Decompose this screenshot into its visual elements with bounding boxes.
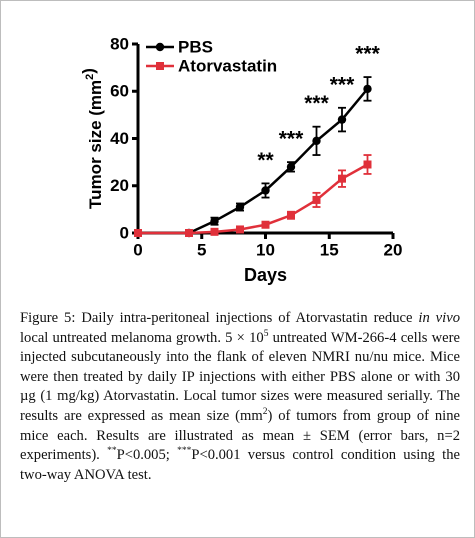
x-tick-label: 20 xyxy=(384,240,403,259)
significance-annotation: *** xyxy=(330,73,355,96)
x-tick-label: 10 xyxy=(256,240,275,259)
caption-superscript: 2 xyxy=(262,407,268,418)
caption-superscript: 5 xyxy=(263,328,269,339)
data-point xyxy=(134,229,142,237)
y-tick-label: 60 xyxy=(110,82,129,101)
caption-text: Daily intra-peritoneal injections of Ato… xyxy=(75,310,419,326)
data-point xyxy=(312,136,321,146)
legend-marker xyxy=(155,42,165,52)
data-point xyxy=(337,115,347,124)
data-point xyxy=(363,84,372,94)
data-point xyxy=(185,229,193,237)
significance-annotation: ** xyxy=(257,149,274,172)
caption-italic: in vivo xyxy=(418,310,460,326)
caption-text: P<0.005; xyxy=(116,447,178,464)
caption-superscript: *** xyxy=(177,446,192,457)
significance-annotation: *** xyxy=(304,92,329,115)
legend-label: PBS xyxy=(178,37,213,56)
significance-annotation: *** xyxy=(279,128,304,151)
data-point xyxy=(363,160,372,169)
x-tick-label: 5 xyxy=(197,240,206,259)
y-axis-label-text: ) xyxy=(79,68,98,74)
legend-marker xyxy=(156,62,164,70)
significance-annotation: *** xyxy=(355,43,380,66)
caption-superscript: ** xyxy=(107,446,117,457)
data-point xyxy=(235,202,245,212)
data-point xyxy=(287,211,295,220)
x-tick-label: 0 xyxy=(133,240,142,259)
caption-text: P<0.001 versus control condition using t… xyxy=(20,447,460,483)
data-point xyxy=(261,220,270,229)
caption: Figure 5: Daily intra-peritoneal injecti… xyxy=(20,309,460,485)
y-tick-label: 80 xyxy=(110,34,129,53)
y-tick-label: 20 xyxy=(110,176,129,195)
y-axis-label: Tumor size (mm2) xyxy=(79,68,105,209)
caption-label: Figure 5: xyxy=(20,310,76,326)
legend-label: Atorvastatin xyxy=(178,56,277,75)
data-point xyxy=(261,186,270,195)
data-point xyxy=(236,225,244,234)
y-tick-label: 40 xyxy=(110,129,129,148)
data-point xyxy=(210,216,219,226)
y-tick-label: 0 xyxy=(120,223,129,242)
data-point xyxy=(312,195,321,204)
caption-text: untreated WM-266-4 cells were injected s… xyxy=(20,329,460,424)
series-line xyxy=(138,88,369,235)
data-point xyxy=(210,227,219,236)
x-axis-label: Days xyxy=(244,265,287,285)
data-point xyxy=(286,162,296,172)
data-point xyxy=(338,174,346,183)
caption-text: ) of tumors from group of nine mice each… xyxy=(20,407,460,464)
x-tick-label: 15 xyxy=(320,240,339,259)
y-axis-label-sup: 2 xyxy=(84,74,96,80)
y-axis-label-text: Tumor size (mm xyxy=(86,80,105,209)
caption-text: local untreated melanoma growth. 5 × 10 xyxy=(20,329,264,346)
